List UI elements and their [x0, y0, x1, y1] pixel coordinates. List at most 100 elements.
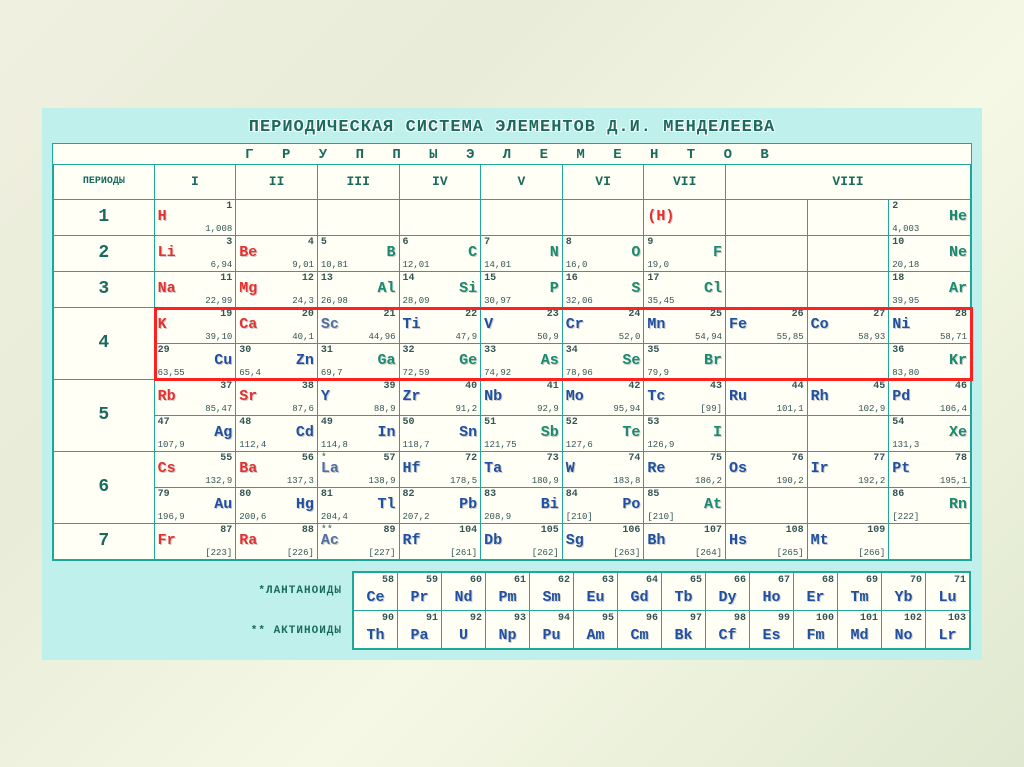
atomic-mass: 65,4 [239, 368, 261, 378]
element-symbol: U [442, 627, 485, 644]
element-I: I53126,9 [644, 416, 725, 451]
atomic-mass: 1,008 [205, 224, 232, 234]
atomic-number: 72 [465, 453, 477, 464]
atomic-mass: 178,5 [450, 476, 477, 486]
element-symbol: At [704, 497, 722, 512]
element-Ta: Ta73180,9 [481, 452, 562, 487]
atomic-number: 46 [955, 381, 967, 392]
atomic-number: 8 [566, 237, 572, 248]
element-symbol: Os [729, 461, 747, 476]
element-symbol: Tl [378, 497, 396, 512]
atomic-mass: [99] [700, 404, 722, 414]
element-symbol: P [550, 281, 559, 296]
element-symbol: Br [704, 353, 722, 368]
element-symbol: Si [459, 281, 477, 296]
element-Tc: Tc43[99] [644, 380, 725, 415]
atomic-number: 42 [628, 381, 640, 392]
element-symbol: Pa [398, 627, 441, 644]
element-Pd: Pd46106,4 [889, 380, 970, 415]
element-Ir: Ir77192,2 [808, 452, 889, 487]
atomic-mass: 85,47 [205, 404, 232, 414]
atomic-mass: 9,01 [292, 260, 314, 270]
element-Rf: Rf104[261] [400, 524, 481, 559]
atomic-number: 109 [867, 525, 885, 536]
atomic-number: 105 [541, 525, 559, 536]
atomic-mass: 131,3 [892, 440, 919, 450]
empty-cell [400, 200, 481, 235]
atomic-number: 65 [690, 575, 702, 586]
atomic-number: 73 [547, 453, 559, 464]
atomic-mass: 52,0 [619, 332, 641, 342]
atomic-mass: 69,7 [321, 368, 343, 378]
atomic-mass: 4,003 [892, 224, 919, 234]
element-symbol: Er [794, 589, 837, 606]
element-symbol: Sg [566, 533, 584, 548]
atomic-mass: 121,75 [484, 440, 516, 450]
element-symbol: Pr [398, 589, 441, 606]
atomic-mass: 24,3 [292, 296, 314, 306]
element-symbol: Bi [541, 497, 559, 512]
element-symbol: Re [647, 461, 665, 476]
element-symbol: Es [750, 627, 793, 644]
element-Ge: Ge3272,59 [400, 344, 481, 379]
atomic-number: 49 [321, 417, 333, 428]
atomic-mass: [261] [450, 548, 477, 558]
atomic-number: 54 [892, 417, 904, 428]
element-Be: Be49,01 [236, 236, 317, 271]
atomic-number: 3 [226, 237, 232, 248]
atomic-number: 48 [239, 417, 251, 428]
element-symbol: Mn [647, 317, 665, 332]
atomic-number: 79 [158, 489, 170, 500]
atomic-number: 80 [239, 489, 251, 500]
element-symbol: Kr [949, 353, 967, 368]
atomic-mass: 112,4 [239, 440, 266, 450]
atomic-number: 19 [220, 309, 232, 320]
atomic-mass: 106,4 [940, 404, 967, 414]
group-header-V: V [481, 164, 563, 199]
atomic-number: 40 [465, 381, 477, 392]
atomic-number: 58 [382, 575, 394, 586]
empty-cell [726, 272, 807, 307]
atomic-mass: 195,1 [940, 476, 967, 486]
atomic-mass: 26,98 [321, 296, 348, 306]
periods-header-cell: ПЕРИОДЫ [54, 164, 155, 199]
atomic-mass: 54,94 [695, 332, 722, 342]
atomic-number: 83 [484, 489, 496, 500]
element-symbol: Ru [729, 389, 747, 404]
atomic-mass: [226] [287, 548, 314, 558]
atomic-mass: 196,9 [158, 512, 185, 522]
element-B: B510,81 [318, 236, 399, 271]
atomic-number: 75 [710, 453, 722, 464]
element-Mn: Mn2554,94 [644, 308, 725, 343]
atomic-number: 22 [465, 309, 477, 320]
atomic-mass: 95,94 [613, 404, 640, 414]
periodic-table-container: ПЕРИОДИЧЕСКАЯ СИСТЕМА ЭЛЕМЕНТОВ Д.И. МЕН… [42, 108, 982, 660]
element-Na: Na1122,99 [155, 272, 236, 307]
element-symbol: Zn [296, 353, 314, 368]
atomic-mass: 12,01 [403, 260, 430, 270]
atomic-number: 86 [892, 489, 904, 500]
element-symbol: Tb [662, 589, 705, 606]
element-symbol: Ta [484, 461, 502, 476]
empty-cell [481, 200, 562, 235]
series-labels: *ЛАНТАНОИДЫ ** АКТИНОИДЫ [52, 571, 342, 637]
atomic-number: 74 [628, 453, 640, 464]
atomic-number: 18 [892, 273, 904, 284]
element-symbol: Cs [158, 461, 176, 476]
atomic-mass: 20,18 [892, 260, 919, 270]
element-V: V2350,9 [481, 308, 562, 343]
element-symbol: Md [838, 627, 881, 644]
element-F: F919,0 [644, 236, 725, 271]
atomic-number: 107 [704, 525, 722, 536]
atomic-number: 39 [384, 381, 396, 392]
element-symbol: Eu [574, 589, 617, 606]
atomic-number: 62 [558, 575, 570, 586]
atomic-mass: 44,96 [369, 332, 396, 342]
atomic-mass: 78,96 [566, 368, 593, 378]
element-symbol: Na [158, 281, 176, 296]
atomic-mass: 88,9 [374, 404, 396, 414]
element-symbol: (H) [647, 209, 674, 224]
element-Se: Se3478,96 [563, 344, 644, 379]
element-symbol: Sb [541, 425, 559, 440]
element-symbol: S [631, 281, 640, 296]
